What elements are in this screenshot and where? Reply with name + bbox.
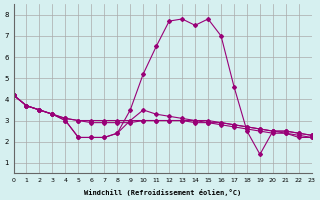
X-axis label: Windchill (Refroidissement éolien,°C): Windchill (Refroidissement éolien,°C): [84, 189, 241, 196]
